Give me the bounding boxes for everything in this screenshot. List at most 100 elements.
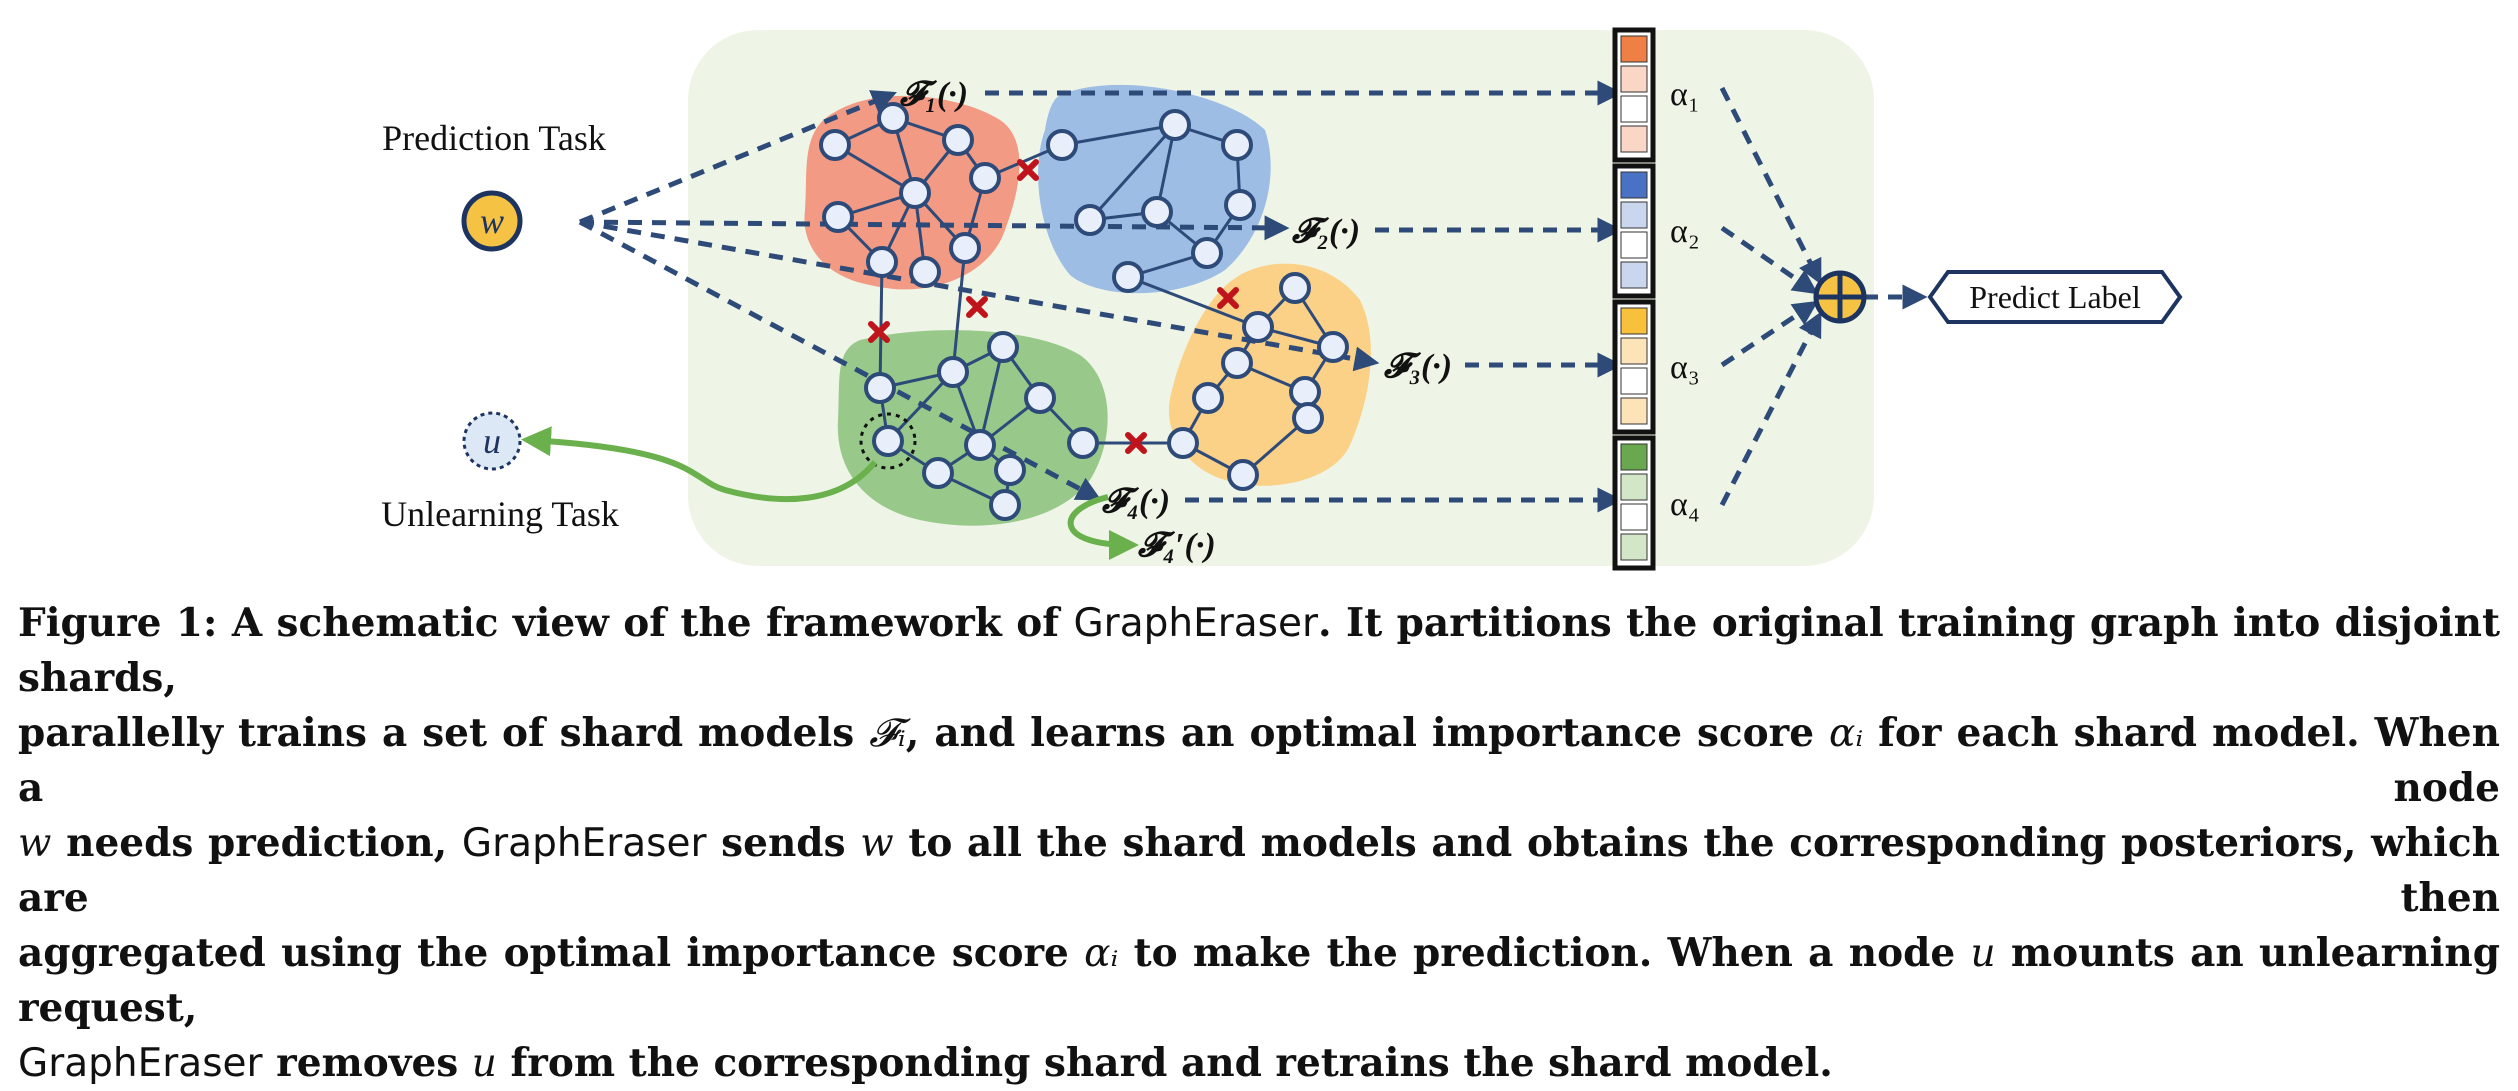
graph-edge — [978, 346, 1005, 446]
graph-node — [1289, 376, 1321, 408]
node-u-icon — [462, 411, 522, 471]
removed-node-highlight — [859, 412, 917, 470]
figure-caption: Figure 1: A schematic view of the framew… — [18, 596, 2500, 1091]
caption-segment: to make the prediction. When a node — [1118, 930, 1971, 976]
graph-node — [1279, 272, 1311, 304]
graph-node — [949, 232, 981, 264]
predict-label-box — [1927, 270, 2183, 324]
graph-node — [1067, 427, 1099, 459]
caption-segment: aggregated using the optimal importance … — [18, 930, 1085, 976]
shard-yellow — [1168, 263, 1371, 486]
graph-node — [864, 372, 896, 404]
graph-node — [1024, 382, 1056, 414]
graph-edge — [878, 261, 884, 389]
cut-mark-icon — [966, 296, 988, 318]
graph-node — [987, 331, 1019, 363]
unlearning-arrow — [521, 426, 878, 503]
caption-segment: αᵢ — [1084, 931, 1119, 976]
posterior-arrows — [985, 80, 1623, 513]
caption-line: w needs prediction, GraphEraser sends w … — [18, 816, 2500, 926]
graph-node — [994, 454, 1026, 486]
graph-node — [937, 356, 969, 388]
caption-segment: removes — [262, 1040, 472, 1086]
caption-segment: 𝓕ᵢ — [869, 711, 906, 756]
shard-model-2-label: 𝓕₂(·) — [1291, 213, 1360, 250]
graph-node — [1112, 261, 1144, 293]
graph-node — [1192, 382, 1224, 414]
caption-segment: GraphEraser — [461, 821, 707, 866]
caption-line: GraphEraser removes u from the correspon… — [18, 1036, 2500, 1091]
caption-segment: u — [1970, 931, 1996, 976]
graph-node — [1224, 189, 1256, 221]
graph-node — [822, 201, 854, 233]
shard-model-3-label: 𝓕₃(·) — [1383, 348, 1452, 385]
posterior-bar — [1612, 27, 1656, 163]
caption-segment: sends — [706, 820, 861, 866]
graph-node — [942, 124, 974, 156]
unlearning-task-label: Unlearning Task — [381, 494, 619, 534]
caption-segment: . It partitions the original training gr… — [18, 600, 2500, 701]
graph-node — [1221, 347, 1253, 379]
graph-node — [969, 162, 1001, 194]
cut-mark-icon — [868, 321, 890, 343]
graph-node — [989, 489, 1021, 521]
prediction-arrows — [578, 90, 1380, 501]
aggregation-arrows — [1719, 86, 1928, 507]
cut-marks — [868, 159, 1239, 454]
prediction-task-label: Prediction Task — [382, 118, 606, 158]
graph-nodes — [819, 102, 1349, 521]
framework-diagram: w u Prediction Task Unlearning Task 𝓕₁(·… — [381, 27, 2183, 571]
caption-segment: w — [860, 821, 894, 866]
graph-node — [866, 246, 898, 278]
node-w-label: w — [480, 201, 504, 241]
graph-node — [872, 425, 904, 457]
graph-edge — [1088, 123, 1177, 222]
graph-edge — [1127, 275, 1259, 329]
graph-node — [1167, 427, 1199, 459]
retrained-model-label: 𝓕₄′(·) — [1137, 527, 1216, 564]
graph-node — [899, 177, 931, 209]
alpha-1-label: α₁ — [1670, 76, 1700, 113]
alpha-4-label: α₄ — [1670, 486, 1700, 523]
graph-node — [1221, 129, 1253, 161]
cut-mark-icon — [1125, 432, 1147, 454]
node-u-label: u — [483, 421, 501, 461]
caption-line: parallelly trains a set of shard models … — [18, 706, 2500, 816]
shard-model-4-label: 𝓕₄(·) — [1101, 483, 1170, 520]
graph-node — [964, 429, 996, 461]
graph-node — [1141, 196, 1173, 228]
graph-node — [1292, 402, 1324, 434]
caption-segment: , and learns an optimal importance score — [905, 710, 1829, 756]
caption-segment: parallelly trains a set of shard models — [18, 710, 870, 756]
graph-node — [909, 256, 941, 288]
posterior-bars — [1612, 27, 1656, 571]
predict-label-text: Predict Label — [1969, 279, 2141, 315]
alpha-2-label: α₂ — [1670, 213, 1700, 250]
graph-edge — [951, 247, 967, 373]
caption-line: aggregated using the optimal importance … — [18, 926, 2500, 1036]
caption-segment: u — [471, 1041, 497, 1086]
graph-node — [1159, 109, 1191, 141]
caption-segment: for each shard model. When a node — [18, 710, 2500, 811]
graph-edge — [1061, 123, 1176, 147]
retrain-arrow — [1067, 494, 1139, 560]
caption-segment: needs prediction, — [51, 820, 462, 866]
shard-model-1-label: 𝓕₁(·) — [899, 76, 968, 113]
caption-segment: Figure 1: A schematic view of the framew… — [18, 600, 1074, 646]
caption-segment: GraphEraser — [18, 1041, 263, 1086]
graph-node — [922, 457, 954, 489]
caption-segment: from the corresponding shard and retrain… — [496, 1040, 1833, 1086]
graph-node — [1227, 459, 1259, 491]
caption-segment: w — [18, 821, 52, 866]
cut-mark-icon — [1017, 159, 1039, 181]
caption-segment: αᵢ — [1829, 711, 1864, 756]
node-w-icon — [461, 190, 523, 252]
caption-segment: GraphEraser — [1073, 601, 1318, 646]
graph-node — [1046, 129, 1078, 161]
graph-node — [1191, 237, 1223, 269]
graph-node — [877, 102, 909, 134]
graph-node — [1242, 311, 1274, 343]
posterior-bar — [1612, 435, 1656, 571]
posterior-bar — [1612, 163, 1656, 299]
graph-node — [1317, 331, 1349, 363]
